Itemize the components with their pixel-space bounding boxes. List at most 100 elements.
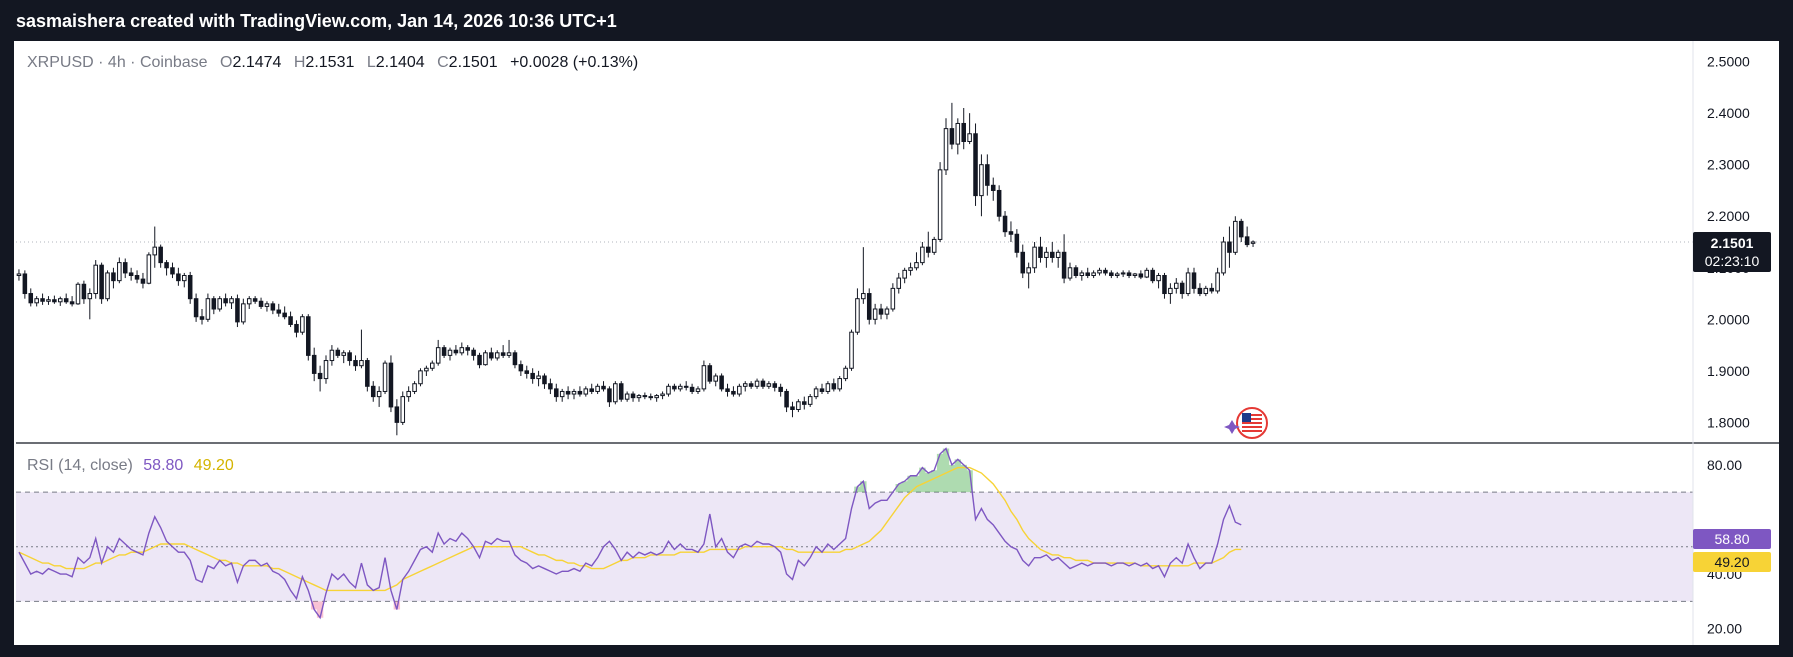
candle-body [22, 273, 28, 295]
candle-body [760, 380, 766, 387]
candle-body [772, 383, 778, 388]
candle-body [1203, 287, 1209, 295]
rsi-tick-label: 80.00 [1707, 457, 1742, 473]
candle-body [205, 298, 211, 320]
candle-body [1026, 267, 1031, 274]
candle-body [388, 362, 394, 408]
rsi-legend: RSI (14, close) 58.80 49.20 [27, 457, 234, 475]
candle-body [1020, 251, 1026, 274]
candle-body [412, 383, 417, 392]
legend-high-key: H [293, 54, 306, 71]
candle-body [742, 383, 748, 387]
candle-body [1138, 273, 1144, 278]
candle-body [182, 275, 187, 282]
candle-body [394, 406, 400, 423]
candle-body [837, 378, 842, 390]
candle-body [530, 372, 535, 380]
candle-body [979, 164, 984, 197]
frame-left-border [0, 41, 14, 657]
candle-body [270, 303, 276, 311]
candle-body [418, 370, 423, 385]
candle-body [524, 370, 530, 374]
candle-body [146, 254, 152, 284]
candle-body [618, 383, 624, 400]
candle-body [819, 388, 825, 392]
candle-body [1008, 231, 1014, 235]
candle-body [111, 272, 116, 282]
rsi-legend-label[interactable]: RSI (14, close) [27, 457, 133, 474]
candle-body [276, 309, 282, 314]
candle-body [778, 386, 783, 392]
candle-body [235, 298, 240, 323]
candle-body [1250, 241, 1256, 244]
candle-body [583, 388, 589, 395]
candle-body [825, 383, 831, 392]
candle-body [1191, 272, 1197, 289]
candle-body [1120, 272, 1126, 275]
candle-body [937, 169, 943, 240]
candle-body [1097, 269, 1102, 274]
candle-body [565, 390, 571, 395]
attribution-text: sasmaishera created with TradingView.com… [16, 11, 617, 31]
candle-body [512, 352, 518, 366]
candle-body [152, 246, 158, 256]
candle-body [1215, 272, 1220, 292]
legend-close-value: 2.1501 [448, 54, 498, 71]
candle-body [536, 375, 541, 380]
candle-body [453, 349, 459, 354]
candle-body [695, 388, 701, 392]
candle-body [807, 396, 813, 405]
candle-body [229, 298, 234, 304]
candle-body [613, 383, 618, 403]
frame-bottom-border [0, 645, 1793, 657]
candle-body [1038, 246, 1043, 258]
candle-body [542, 375, 547, 385]
flag-stripe [1242, 418, 1262, 420]
candle-body [264, 303, 270, 307]
candle-body [914, 262, 919, 269]
candle-body [329, 349, 335, 362]
candle-body [1067, 267, 1073, 279]
candle-body [365, 360, 370, 387]
legend-interval[interactable]: 4h [107, 54, 126, 71]
candle-body [105, 272, 110, 300]
candle-body [831, 383, 837, 390]
last-price-tag: 2.1501 02:23:10 [1693, 232, 1771, 272]
price-tick-label: 2.4000 [1707, 105, 1750, 121]
candle-body [1168, 287, 1173, 295]
candle-body [52, 299, 57, 303]
candle-body [506, 352, 512, 356]
candle-body [122, 262, 128, 274]
candle-body [1002, 215, 1008, 233]
sparkle-icon [1224, 420, 1240, 434]
candle-body [1238, 220, 1244, 238]
candle-body [967, 133, 972, 142]
candle-body [170, 267, 175, 275]
candle-body [955, 122, 961, 145]
candle-body [878, 308, 884, 315]
candle-body [689, 386, 695, 392]
candle-body [737, 385, 742, 395]
candle-body [518, 364, 524, 372]
candle-body [1061, 251, 1067, 279]
legend-symbol[interactable]: XRPUSD [27, 54, 94, 71]
candle-body [855, 298, 860, 333]
legend-change: +0.0028 (+0.13%) [510, 54, 639, 71]
candle-body [63, 298, 69, 303]
candle-body [672, 385, 677, 390]
candle-body [176, 273, 181, 282]
candle-body [370, 385, 376, 398]
candle-body [430, 362, 435, 369]
candle-body [1233, 220, 1238, 253]
candle-body [117, 262, 122, 282]
candle-body [87, 293, 93, 300]
candle-body [849, 331, 854, 369]
candle-body [1179, 282, 1185, 295]
rsi-line [18, 447, 1242, 620]
candle-body [666, 385, 671, 395]
candle-body [1209, 287, 1214, 292]
candle-body [282, 312, 287, 318]
candle-body [931, 238, 937, 253]
candle-body [359, 360, 364, 367]
